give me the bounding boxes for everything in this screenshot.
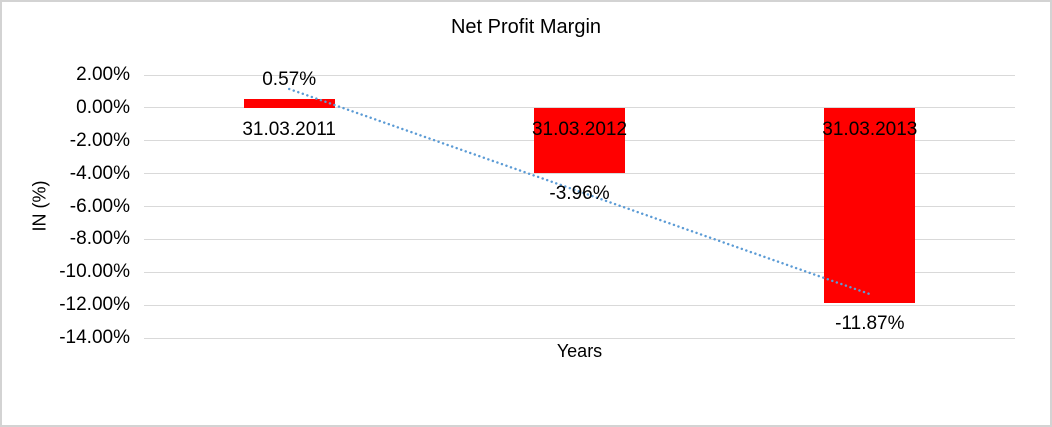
y-tick-label: -10.00%	[59, 261, 130, 283]
data-label: -3.96%	[549, 182, 610, 204]
gridline	[144, 74, 1015, 76]
category-label: 31.03.2012	[531, 118, 628, 140]
y-tick-label: -6.00%	[69, 195, 130, 217]
y-tick-label: 2.00%	[76, 64, 130, 85]
bar-31.03.2011	[243, 98, 335, 108]
category-label: 31.03.2013	[822, 118, 918, 140]
plot-area	[144, 74, 1015, 339]
chart-title: Net Profit Margin	[450, 16, 602, 38]
data-label: 0.57%	[262, 68, 317, 90]
data-label: -11.87%	[835, 312, 905, 334]
gridline	[144, 304, 1015, 306]
y-tick-label: -12.00%	[59, 294, 130, 316]
y-tick-label: -4.00%	[69, 162, 130, 184]
category-label: 31.03.2011	[242, 118, 336, 140]
x-axis-title: Years	[556, 341, 603, 361]
gridline	[144, 337, 1015, 339]
y-tick-label: -8.00%	[69, 228, 130, 250]
y-tick-label: -14.00%	[59, 327, 130, 348]
y-tick-label: -2.00%	[69, 129, 130, 151]
y-tick-label: 0.00%	[76, 96, 130, 118]
